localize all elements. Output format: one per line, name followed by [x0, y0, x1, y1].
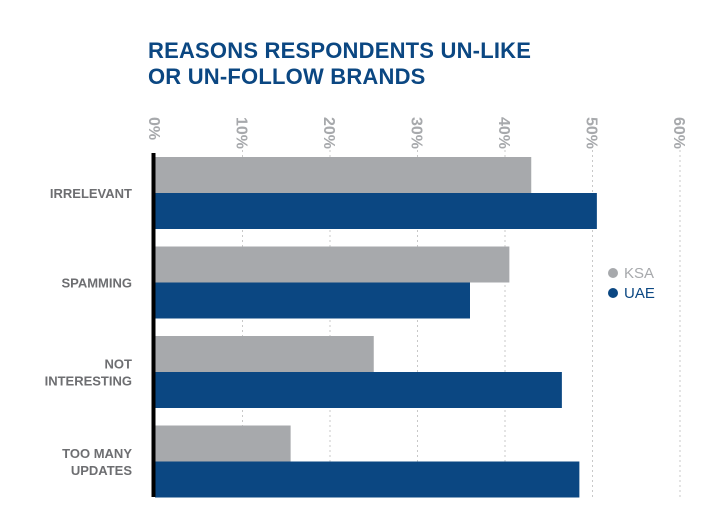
category-label: TOO MANY — [62, 446, 132, 461]
chart-title: REASONS RESPONDENTS UN-LIKE OR UN-FOLLOW… — [148, 38, 531, 90]
category-label: INTERESTING — [45, 374, 132, 389]
legend-swatch-uae — [608, 288, 618, 298]
x-tick-label: 30% — [408, 117, 425, 149]
bar-uae — [155, 282, 470, 319]
category-label: UPDATES — [71, 463, 132, 478]
bar-uae — [155, 461, 580, 498]
chart-title-line-1: REASONS RESPONDENTS UN-LIKE — [148, 38, 532, 63]
x-tick-label: 0% — [145, 117, 162, 140]
x-tick-label: 50% — [583, 117, 600, 149]
legend-swatch-ksa — [608, 268, 618, 278]
x-tick-label: 60% — [670, 117, 687, 149]
category-label: NOT — [105, 357, 133, 372]
legend: KSA UAE — [608, 265, 655, 302]
x-axis-ticks: 0% 10% 20% 30% 40% 50% 60% — [145, 117, 687, 149]
x-tick-label: 40% — [495, 117, 512, 149]
bars — [155, 157, 597, 498]
bar-ksa — [155, 336, 374, 372]
bar-ksa — [155, 157, 532, 193]
category-label: SPAMMING — [61, 276, 132, 291]
bar-ksa — [155, 425, 291, 462]
category-labels: IRRELEVANT SPAMMING NOT INTERESTING TOO MANY… — [45, 186, 133, 478]
legend-label-uae: UAE — [624, 285, 655, 302]
chart-title-line-2: OR UN-FOLLOW BRANDS — [148, 64, 426, 89]
legend-label-ksa: KSA — [624, 265, 654, 282]
bar-uae — [155, 193, 597, 229]
bar-ksa — [155, 246, 510, 283]
x-tick-label: 20% — [320, 117, 337, 149]
category-label: IRRELEVANT — [50, 186, 132, 201]
x-tick-label: 10% — [233, 117, 250, 149]
bar-uae — [155, 372, 562, 408]
